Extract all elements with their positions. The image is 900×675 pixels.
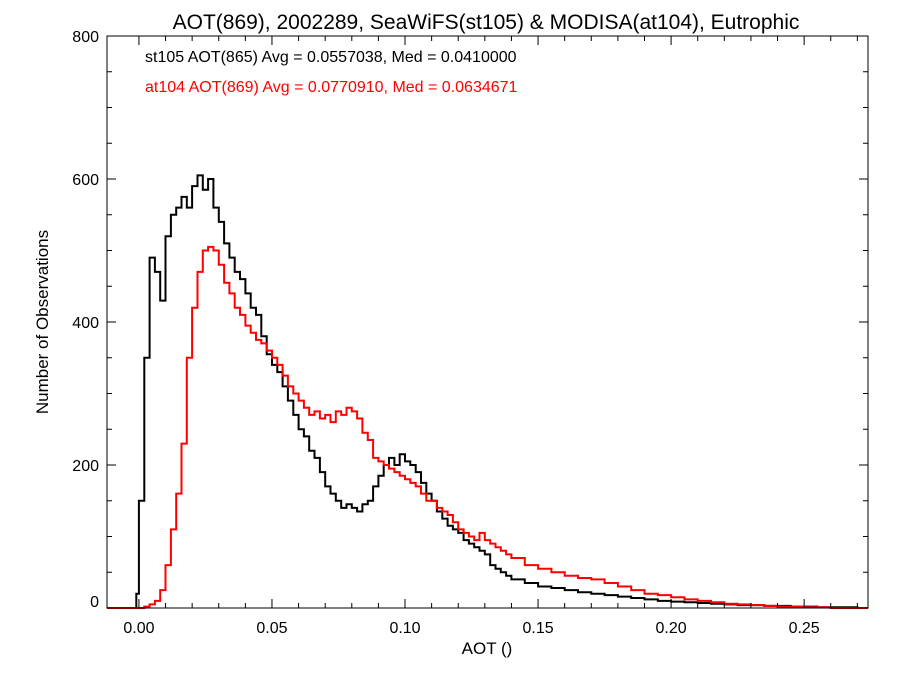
series-layer bbox=[107, 174, 868, 609]
series-line-0 bbox=[107, 174, 868, 609]
legend: st105 AOT(865) Avg = 0.0557038, Med = 0.… bbox=[145, 49, 518, 96]
y-tick-label: 600 bbox=[72, 172, 99, 189]
y-axis: 0 200 400 600 800 bbox=[72, 29, 868, 611]
legend-entry-at104: at104 AOT(869) Avg = 0.0770910, Med = 0.… bbox=[145, 79, 518, 96]
series-line-1 bbox=[107, 245, 868, 609]
legend-entry-st105: st105 AOT(865) Avg = 0.0557038, Med = 0.… bbox=[145, 49, 517, 66]
x-tick-label: 0.15 bbox=[522, 620, 553, 637]
y-tick-label: 0 bbox=[90, 594, 99, 611]
x-axis-label: AOT () bbox=[462, 639, 513, 658]
chart-title: AOT(869), 2002289, SeaWiFS(st105) & MODI… bbox=[173, 11, 800, 34]
x-axis: 0.00 0.05 0.10 0.15 0.20 0.25 bbox=[123, 36, 858, 637]
x-tick-label: 0.05 bbox=[256, 620, 287, 637]
y-tick-label: 800 bbox=[72, 29, 99, 46]
x-tick-label: 0.20 bbox=[656, 620, 687, 637]
y-tick-label: 400 bbox=[72, 315, 99, 332]
y-axis-label: Number of Observations bbox=[33, 230, 52, 414]
y-tick-label: 200 bbox=[72, 458, 99, 475]
plot-frame bbox=[106, 35, 869, 609]
x-tick-label: 0.25 bbox=[789, 620, 820, 637]
x-tick-label: 0.10 bbox=[389, 620, 420, 637]
x-tick-label: 0.00 bbox=[123, 620, 154, 637]
